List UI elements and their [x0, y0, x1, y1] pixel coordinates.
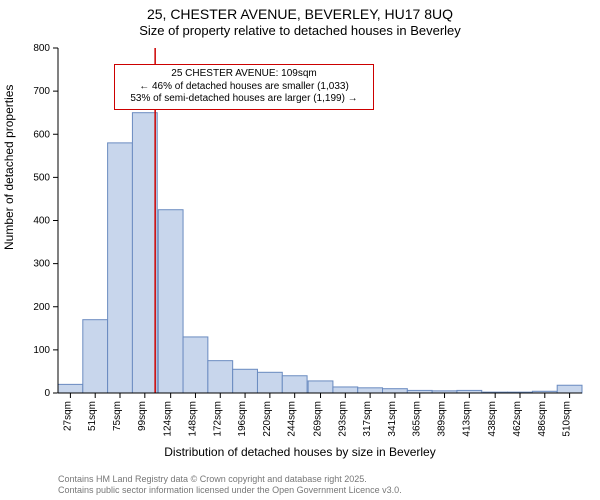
svg-text:148sqm: 148sqm [187, 401, 198, 437]
histogram-bar [183, 337, 208, 393]
histogram-bar [308, 381, 333, 393]
histogram-bar [257, 372, 282, 393]
histogram-bar [557, 385, 582, 393]
svg-text:438sqm: 438sqm [487, 401, 498, 437]
histogram-bar [58, 384, 83, 393]
svg-text:400: 400 [33, 216, 50, 227]
histogram-bar [282, 376, 307, 393]
histogram-bar [358, 388, 383, 393]
svg-text:700: 700 [33, 86, 50, 97]
svg-text:269sqm: 269sqm [313, 401, 324, 437]
x-axis-label: Distribution of detached houses by size … [164, 445, 435, 459]
annotation-line2: ← 46% of detached houses are smaller (1,… [121, 81, 367, 94]
svg-text:124sqm: 124sqm [163, 401, 174, 437]
svg-text:200: 200 [33, 302, 50, 313]
svg-text:100: 100 [33, 345, 50, 356]
histogram-bar [83, 320, 108, 393]
svg-text:196sqm: 196sqm [237, 401, 248, 437]
svg-text:800: 800 [33, 43, 50, 54]
svg-text:317sqm: 317sqm [362, 401, 373, 437]
histogram-bar [233, 369, 258, 393]
footer-line2: Contains public sector information licen… [58, 485, 402, 496]
svg-text:244sqm: 244sqm [287, 401, 298, 437]
histogram-bar [333, 387, 358, 393]
histogram-bar [132, 113, 157, 393]
svg-text:99sqm: 99sqm [137, 401, 148, 431]
x-axis-label-container: Distribution of detached houses by size … [0, 443, 600, 461]
svg-text:600: 600 [33, 129, 50, 140]
annotation-line3: 53% of semi-detached houses are larger (… [121, 93, 367, 106]
svg-text:172sqm: 172sqm [212, 401, 223, 437]
svg-text:413sqm: 413sqm [461, 401, 472, 437]
svg-text:341sqm: 341sqm [387, 401, 398, 437]
svg-text:51sqm: 51sqm [87, 401, 98, 431]
svg-text:300: 300 [33, 259, 50, 270]
svg-text:220sqm: 220sqm [262, 401, 273, 437]
annotation-line1: 25 CHESTER AVENUE: 109sqm [121, 68, 367, 81]
svg-text:500: 500 [33, 172, 50, 183]
svg-text:0: 0 [44, 388, 50, 399]
svg-text:365sqm: 365sqm [412, 401, 423, 437]
svg-text:486sqm: 486sqm [537, 401, 548, 437]
svg-text:462sqm: 462sqm [512, 401, 523, 437]
footer-attribution: Contains HM Land Registry data © Crown c… [58, 474, 402, 496]
histogram-bar [383, 389, 408, 393]
histogram-bar [208, 361, 233, 393]
svg-text:293sqm: 293sqm [337, 401, 348, 437]
svg-text:75sqm: 75sqm [112, 401, 123, 431]
annotation-box: 25 CHESTER AVENUE: 109sqm ← 46% of detac… [114, 64, 374, 110]
histogram-bar [108, 143, 133, 393]
histogram-bar [158, 210, 183, 393]
footer-line1: Contains HM Land Registry data © Crown c… [58, 474, 402, 485]
svg-text:510sqm: 510sqm [562, 401, 573, 437]
svg-text:389sqm: 389sqm [437, 401, 448, 437]
svg-text:27sqm: 27sqm [62, 401, 73, 431]
